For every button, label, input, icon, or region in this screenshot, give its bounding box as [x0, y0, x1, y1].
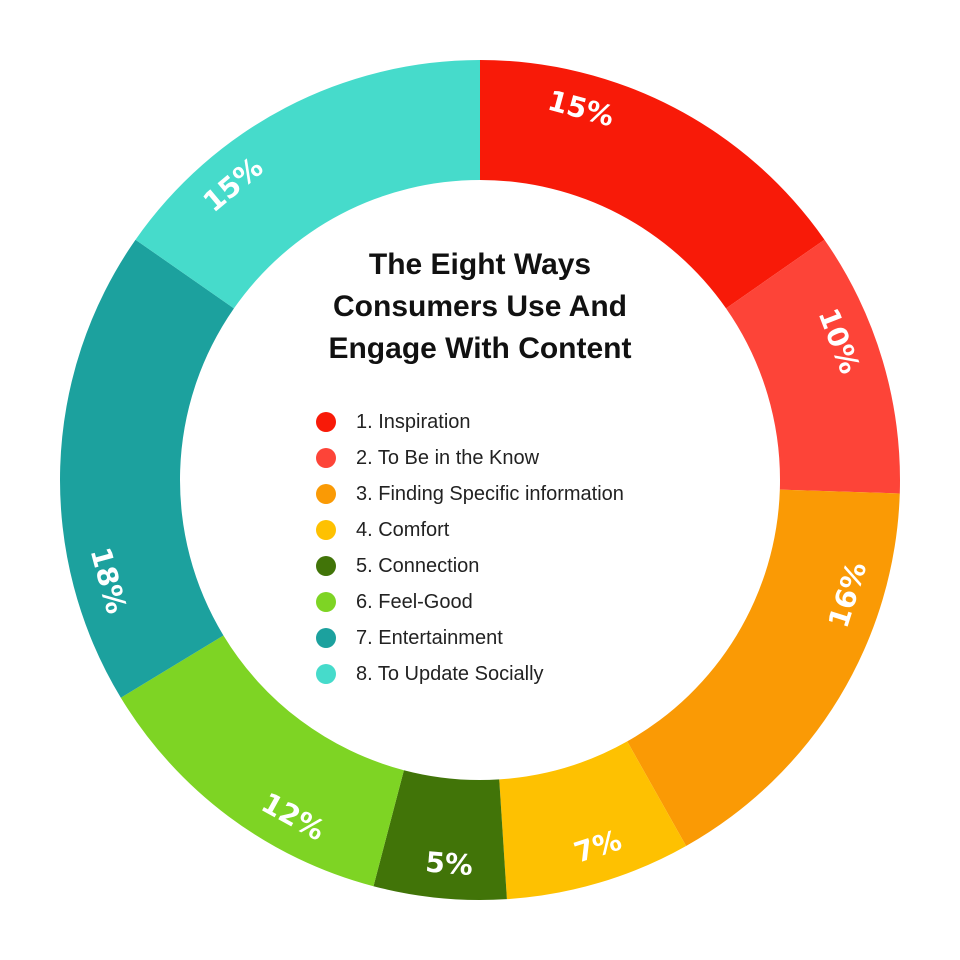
legend-label: 2. To Be in the Know — [356, 446, 540, 469]
chart-legend: 1. Inspiration 2. To Be in the Know 3. F… — [316, 404, 624, 692]
donut-slice — [135, 59, 480, 309]
legend-label: 7. Entertainment — [356, 626, 503, 649]
slice-value-label: 5% — [424, 845, 474, 882]
legend-item: 3. Finding Specific information — [316, 476, 624, 512]
donut-slice — [59, 239, 234, 698]
legend-label: 8. To Update Socially — [356, 662, 544, 685]
legend-label: 4. Comfort — [356, 518, 450, 541]
legend-item: 7. Entertainment — [316, 620, 624, 656]
chart-title: The Eight Ways Consumers Use And Engage … — [280, 244, 680, 370]
donut-slice — [120, 635, 404, 887]
legend-swatch — [316, 556, 336, 576]
legend-label: 3. Finding Specific information — [356, 482, 624, 505]
donut-slice — [726, 239, 901, 494]
legend-label: 6. Feel-Good — [356, 590, 473, 613]
chart-title-line-1: The Eight Ways — [368, 248, 592, 281]
legend-swatch — [316, 448, 336, 468]
legend-swatch — [316, 412, 336, 432]
legend-item: 8. To Update Socially — [316, 656, 624, 692]
legend-item: 5. Connection — [316, 548, 624, 584]
legend-swatch — [316, 592, 336, 612]
legend-label: 1. Inspiration — [356, 410, 471, 433]
legend-item: 6. Feel-Good — [316, 584, 624, 620]
donut-slice — [499, 741, 687, 900]
chart-title-line-3: Engage With Content — [328, 332, 632, 365]
donut-slice — [627, 489, 900, 846]
legend-swatch — [316, 664, 336, 684]
legend-item: 2. To Be in the Know — [316, 440, 624, 476]
legend-swatch — [316, 520, 336, 540]
legend-item: 1. Inspiration — [316, 404, 624, 440]
legend-swatch — [316, 484, 336, 504]
legend-item: 4. Comfort — [316, 512, 624, 548]
donut-slice — [373, 770, 507, 900]
chart-title-line-2: Consumers Use And — [333, 290, 627, 323]
donut-slice — [480, 60, 825, 309]
legend-swatch — [316, 628, 336, 648]
legend-label: 5. Connection — [356, 554, 480, 577]
